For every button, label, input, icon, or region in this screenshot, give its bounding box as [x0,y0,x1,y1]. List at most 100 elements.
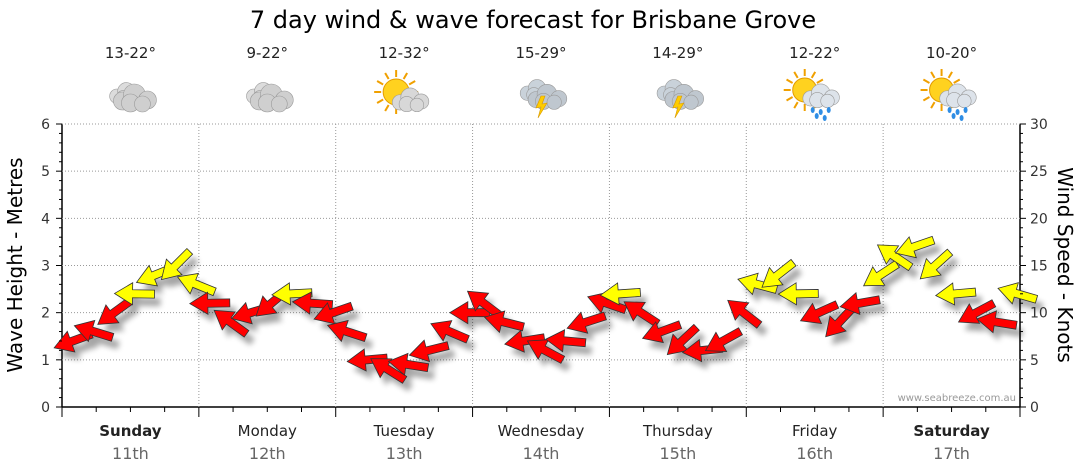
wind-arrow [189,291,231,315]
sun-shower-icon [920,69,977,121]
date-label: 14th [523,444,560,463]
day-label: Monday [238,422,297,440]
left-axis-title: Wave Height - Metres [3,157,27,372]
date-label: 17th [933,444,970,463]
date-label: 12th [249,444,286,463]
wind-arrow [623,301,661,328]
left-tick-label: 4 [41,211,50,227]
right-axis: 0 5 10 15 20 25 30 [1020,117,1048,416]
wind-arrow [997,282,1039,305]
wind-arrow [894,235,936,259]
thunderstorm-icon [519,79,568,119]
wind-arrow [566,311,607,334]
left-tick-label: 6 [41,117,50,133]
wind-arrow [291,291,334,315]
weather-row: 13-22° 9-22° 12-32° 15-29° 14-29° 12-22° 10-20… [105,44,977,121]
wind-arrow [666,323,700,356]
watermark: www.seabreeze.com.au [898,393,1016,404]
partly-sunny-icon [374,70,430,114]
wind-arrow [641,320,683,344]
wind-arrow [919,248,954,280]
wind-arrow [271,282,313,306]
left-tick-label: 5 [41,164,50,180]
right-axis-title: Wind Speed - Knots [1053,167,1077,363]
date-label: 11th [112,444,149,463]
date-label: 15th [659,444,696,463]
arrow-shadow [831,312,862,345]
wind-arrow [976,310,1018,334]
wind-arrow [213,309,250,338]
temperature-label: 13-22° [105,44,156,62]
arrow-shadow [167,256,199,288]
wind-arrow [704,327,743,352]
wind-arrow [408,339,450,363]
gridlines [62,123,1020,407]
chart-title: 7 day wind & wave forecast for Brisbane … [250,6,816,34]
temperature-label: 14-29° [652,44,703,62]
wind-arrow [387,352,430,376]
arrow-shadow [869,268,906,294]
arrow-shadow [103,305,139,333]
wind-arrow [430,320,470,344]
day-label: Wednesday [498,422,585,440]
wind-arrow [176,272,217,297]
day-label: Saturday [913,422,990,440]
day-label: Friday [792,422,838,440]
cloudy-icon [109,82,157,113]
wind-arrow [483,310,525,334]
temperature-label: 9-22° [247,44,289,62]
left-tick-label: 1 [41,353,50,369]
wind-arrow [862,260,900,287]
temperature-label: 12-32° [379,44,430,62]
wind-arrow [761,258,797,288]
wind-arrows [53,235,1039,384]
right-tick-label: 30 [1030,117,1048,133]
wind-arrow [957,299,997,324]
wind-arrow [587,291,628,315]
date-label: 13th [386,444,423,463]
day-label: Thursday [642,422,713,440]
arrow-shadow [926,257,959,287]
date-label: 16th [796,444,833,463]
day-label: Tuesday [373,422,435,440]
wind-arrow [777,282,819,306]
sun-shower-icon [783,69,840,121]
cloudy-icon [246,82,294,113]
x-axis: Sunday 11th Monday 12th Tuesday 13th Wednesday… [61,407,1021,463]
wind-arrow [346,348,388,372]
wind-arrow [73,319,115,343]
wind-arrow [727,299,763,329]
right-tick-label: 20 [1030,211,1048,227]
wind-arrow [526,339,566,364]
wind-arrow [876,244,914,272]
day-label: Sunday [99,422,162,440]
temperature-label: 15-29° [515,44,566,62]
wind-arrow [599,282,642,306]
left-tick-label: 0 [41,400,50,416]
wind-arrow [934,282,977,306]
left-tick-label: 3 [41,259,50,275]
wind-arrow [326,319,368,343]
temperature-label: 10-20° [926,44,977,62]
wind-arrow [839,291,881,316]
thunderstorm-icon [656,79,704,119]
right-tick-label: 25 [1030,164,1048,180]
wind-arrow [544,329,587,353]
wind-arrow [160,247,194,281]
right-tick-label: 0 [1030,400,1039,416]
wind-arrow [113,282,156,306]
left-axis: 0 1 2 3 4 5 6 [41,117,62,416]
wind-arrow [313,301,354,325]
right-tick-label: 15 [1030,259,1048,275]
left-tick-label: 2 [41,306,50,322]
arrow-shadow [711,335,749,360]
right-tick-label: 5 [1030,353,1039,369]
plot-area [61,124,1021,408]
right-tick-label: 10 [1030,306,1048,322]
wind-arrow [466,290,503,320]
wind-arrow [799,300,840,325]
wind-arrow [504,329,546,353]
arrow-shadow [806,308,845,332]
temperature-label: 12-22° [789,44,840,62]
